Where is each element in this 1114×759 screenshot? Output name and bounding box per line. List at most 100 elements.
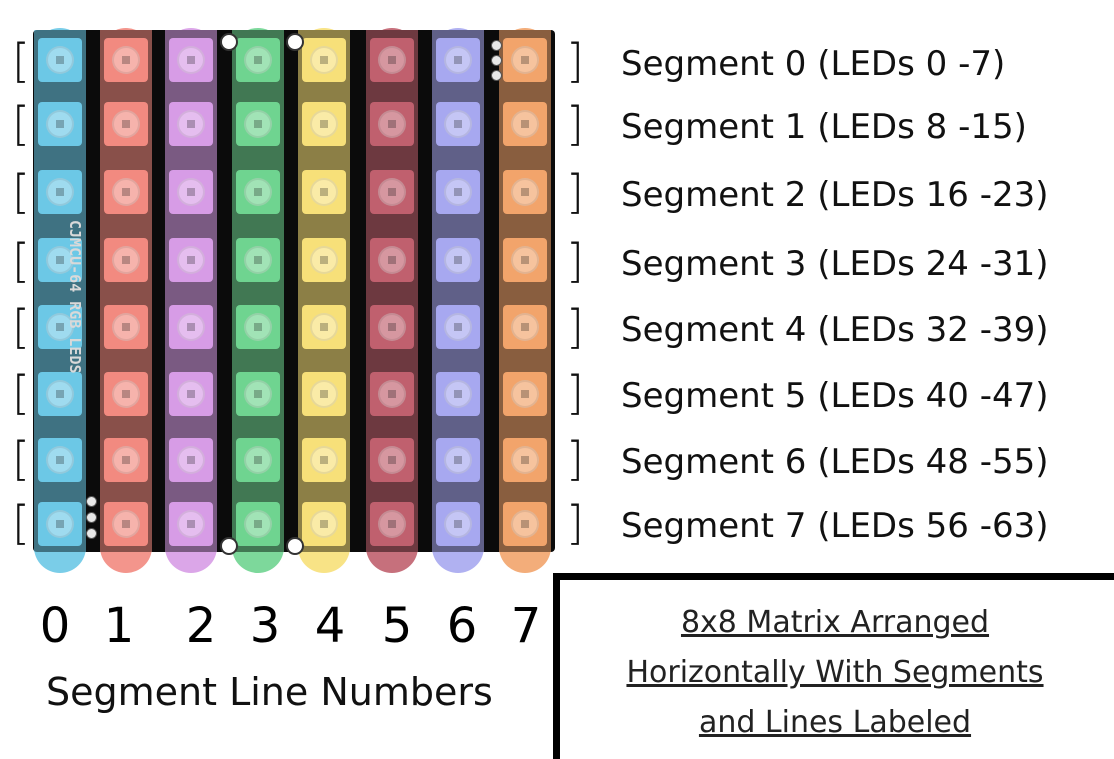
segment-label-1: Segment 1 (LEDs 8 -15): [621, 107, 1027, 147]
solder-pad: [491, 40, 502, 51]
segment-bracket-open: [: [12, 97, 30, 151]
note-text: 8x8 Matrix Arranged Horizontally With Se…: [575, 598, 1095, 748]
led-r0-c2: [169, 38, 213, 82]
led-r7-c2: [169, 502, 213, 546]
mounting-hole: [220, 33, 238, 51]
note-line: and Lines Labeled: [698, 705, 972, 740]
note-frame: [553, 573, 1114, 759]
led-r1-c6: [436, 102, 480, 146]
line-number-7: 7: [510, 598, 542, 654]
led-r2-c6: [436, 170, 480, 214]
led-r3-c3: [236, 238, 280, 282]
segment-label-3: Segment 3 (LEDs 24 -31): [621, 244, 1049, 284]
led-r1-c0: [38, 102, 82, 146]
led-r2-c5: [370, 170, 414, 214]
led-r2-c1: [104, 170, 148, 214]
led-r1-c4: [302, 102, 346, 146]
led-r1-c5: [370, 102, 414, 146]
segment-bracket-close: ]: [566, 366, 584, 420]
led-r4-c1: [104, 305, 148, 349]
solder-pad: [86, 512, 97, 523]
led-r4-c0: [38, 305, 82, 349]
led-r3-c7: [503, 238, 547, 282]
led-matrix-board: [33, 30, 555, 552]
segment-bracket-open: [: [12, 165, 30, 219]
segment-label-4: Segment 4 (LEDs 32 -39): [621, 310, 1049, 350]
solder-pad: [86, 496, 97, 507]
led-r4-c5: [370, 305, 414, 349]
led-r0-c3: [236, 38, 280, 82]
note-line: 8x8 Matrix Arranged: [680, 605, 990, 640]
led-r0-c5: [370, 38, 414, 82]
led-r0-c0: [38, 38, 82, 82]
led-r1-c7: [503, 102, 547, 146]
led-r3-c6: [436, 238, 480, 282]
segment-bracket-open: [: [12, 234, 30, 288]
led-r5-c0: [38, 372, 82, 416]
led-r3-c1: [104, 238, 148, 282]
mounting-hole: [286, 33, 304, 51]
led-r1-c1: [104, 102, 148, 146]
led-r5-c7: [503, 372, 547, 416]
led-r0-c4: [302, 38, 346, 82]
solder-pad: [491, 70, 502, 81]
led-r5-c6: [436, 372, 480, 416]
led-r6-c2: [169, 438, 213, 482]
line-numbers-caption: Segment Line Numbers: [46, 670, 493, 714]
segment-label-7: Segment 7 (LEDs 56 -63): [621, 506, 1049, 546]
note-line: Horizontally With Segments: [626, 655, 1044, 690]
led-r2-c3: [236, 170, 280, 214]
led-r5-c4: [302, 372, 346, 416]
segment-bracket-open: [: [12, 432, 30, 486]
segment-bracket-close: ]: [566, 234, 584, 288]
led-r4-c4: [302, 305, 346, 349]
line-number-6: 6: [446, 598, 478, 654]
led-r0-c7: [503, 38, 547, 82]
led-r3-c5: [370, 238, 414, 282]
segment-bracket-close: ]: [566, 432, 584, 486]
segment-bracket-close: ]: [566, 496, 584, 550]
board-silkscreen-label: CJMCU-64 RGB LEDS: [66, 220, 84, 374]
led-r2-c4: [302, 170, 346, 214]
solder-pad: [491, 55, 502, 66]
segment-bracket-close: ]: [566, 97, 584, 151]
led-r7-c1: [104, 502, 148, 546]
led-r3-c4: [302, 238, 346, 282]
led-r0-c6: [436, 38, 480, 82]
segment-bracket-close: ]: [566, 300, 584, 354]
led-r3-c2: [169, 238, 213, 282]
led-r6-c5: [370, 438, 414, 482]
led-r0-c1: [104, 38, 148, 82]
segment-bracket-open: [: [12, 34, 30, 88]
line-number-4: 4: [314, 598, 346, 654]
led-r6-c7: [503, 438, 547, 482]
led-r2-c2: [169, 170, 213, 214]
segment-bracket-open: [: [12, 496, 30, 550]
line-number-1: 1: [103, 598, 135, 654]
led-r7-c4: [302, 502, 346, 546]
solder-pad: [86, 528, 97, 539]
led-r2-c7: [503, 170, 547, 214]
led-r7-c7: [503, 502, 547, 546]
led-r7-c0: [38, 502, 82, 546]
segment-bracket-close: ]: [566, 34, 584, 88]
led-r6-c6: [436, 438, 480, 482]
segment-bracket-close: ]: [566, 165, 584, 219]
led-r1-c2: [169, 102, 213, 146]
led-r6-c1: [104, 438, 148, 482]
led-r6-c4: [302, 438, 346, 482]
segment-label-0: Segment 0 (LEDs 0 -7): [621, 44, 1006, 84]
led-r5-c5: [370, 372, 414, 416]
led-r7-c6: [436, 502, 480, 546]
led-r4-c7: [503, 305, 547, 349]
led-r7-c5: [370, 502, 414, 546]
led-r5-c1: [104, 372, 148, 416]
led-r2-c0: [38, 170, 82, 214]
led-r7-c3: [236, 502, 280, 546]
line-number-5: 5: [381, 598, 413, 654]
mounting-hole: [220, 537, 238, 555]
led-r4-c6: [436, 305, 480, 349]
line-number-2: 2: [185, 598, 217, 654]
segment-label-2: Segment 2 (LEDs 16 -23): [621, 175, 1049, 215]
led-r1-c3: [236, 102, 280, 146]
